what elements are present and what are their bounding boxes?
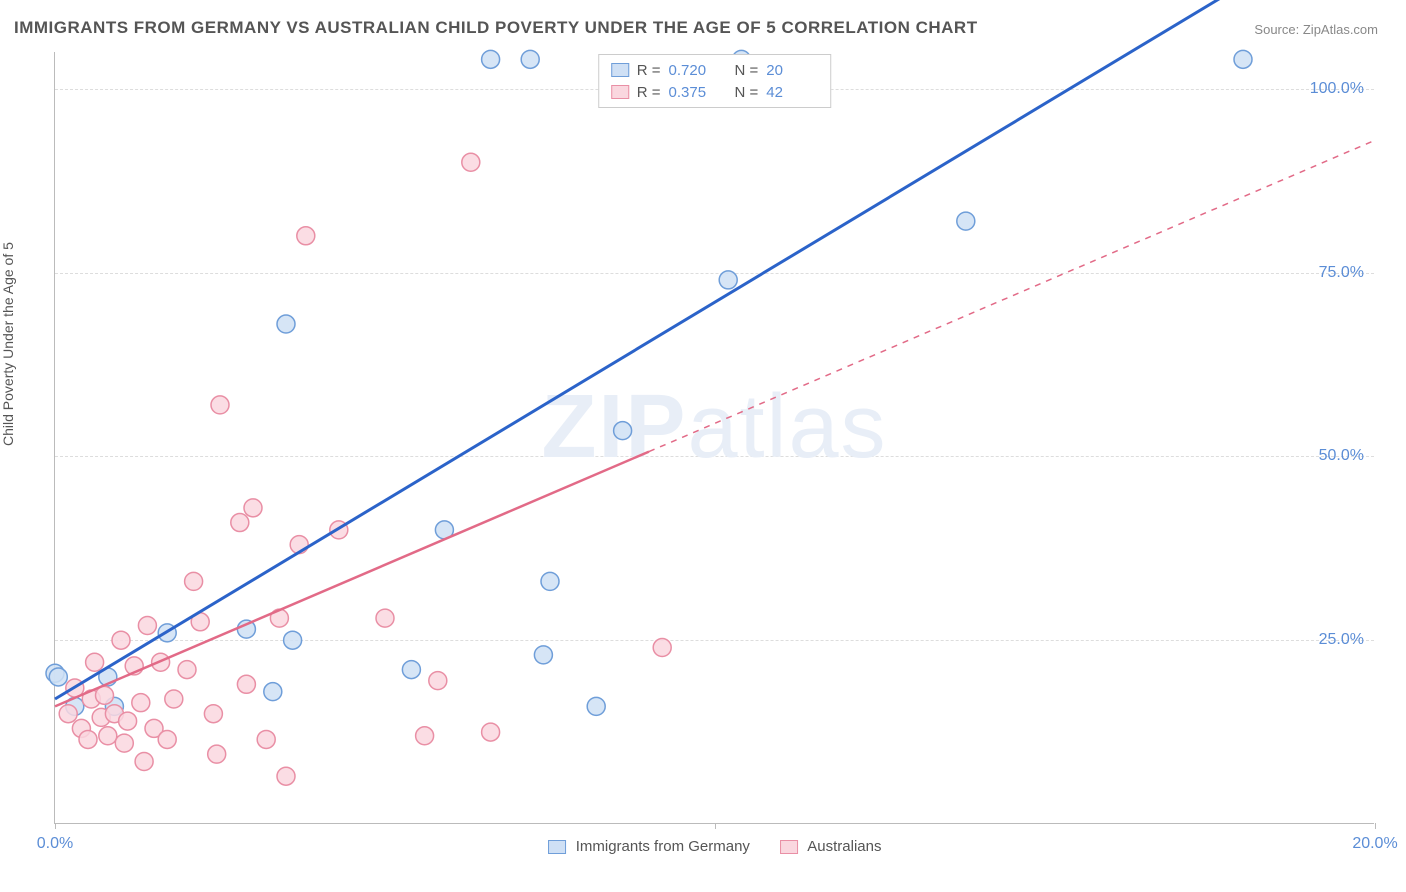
y-axis-label: Child Poverty Under the Age of 5 xyxy=(0,242,16,446)
trendline-australians xyxy=(55,452,649,707)
data-point-germany xyxy=(541,572,559,590)
data-point-australians xyxy=(132,694,150,712)
data-point-australians xyxy=(237,675,255,693)
x-tick-label: 0.0% xyxy=(37,835,73,853)
r-label: R = xyxy=(637,62,661,79)
data-point-australians xyxy=(79,730,97,748)
data-point-australians xyxy=(86,653,104,671)
data-point-australians xyxy=(99,727,117,745)
legend-correlation: R = 0.720 N = 20 R = 0.375 N = 42 xyxy=(598,54,832,108)
data-point-australians xyxy=(376,609,394,627)
legend-row-germany: R = 0.720 N = 20 xyxy=(611,59,819,81)
chart-container: IMMIGRANTS FROM GERMANY VS AUSTRALIAN CH… xyxy=(0,0,1406,892)
data-point-australians xyxy=(138,616,156,634)
data-point-germany xyxy=(534,646,552,664)
data-point-germany xyxy=(587,697,605,715)
data-point-australians xyxy=(211,396,229,414)
n-label: N = xyxy=(735,84,759,101)
data-point-australians xyxy=(653,639,671,657)
source-label: Source: xyxy=(1254,22,1299,37)
data-point-australians xyxy=(158,730,176,748)
legend-label-germany: Immigrants from Germany xyxy=(576,838,750,855)
data-point-australians xyxy=(208,745,226,763)
data-point-germany xyxy=(264,683,282,701)
r-value-germany: 0.720 xyxy=(669,62,721,79)
source-value: ZipAtlas.com xyxy=(1303,22,1378,37)
data-point-australians xyxy=(462,153,480,171)
data-point-germany xyxy=(719,271,737,289)
data-point-germany xyxy=(402,661,420,679)
data-point-germany xyxy=(957,212,975,230)
n-label: N = xyxy=(735,62,759,79)
data-point-australians xyxy=(115,734,133,752)
x-tick-mark xyxy=(1375,823,1376,829)
data-point-australians xyxy=(482,723,500,741)
data-point-germany xyxy=(49,668,67,686)
data-point-australians xyxy=(244,499,262,517)
data-point-australians xyxy=(119,712,137,730)
plot-area: ZIPatlas R = 0.720 N = 20 R = 0.375 N = … xyxy=(54,52,1374,824)
data-point-germany xyxy=(277,315,295,333)
chart-svg xyxy=(55,52,1374,823)
data-point-germany xyxy=(614,422,632,440)
chart-title: IMMIGRANTS FROM GERMANY VS AUSTRALIAN CH… xyxy=(14,18,978,38)
r-label: R = xyxy=(637,84,661,101)
x-tick-label: 20.0% xyxy=(1352,835,1397,853)
legend-swatch-germany-icon xyxy=(548,840,566,854)
legend-item-australians: Australians xyxy=(780,838,882,855)
data-point-australians xyxy=(231,514,249,532)
data-point-australians xyxy=(135,753,153,771)
x-tick-mark xyxy=(55,823,56,829)
legend-swatch-australians-icon xyxy=(780,840,798,854)
data-point-australians xyxy=(185,572,203,590)
data-point-australians xyxy=(416,727,434,745)
data-point-australians xyxy=(165,690,183,708)
n-value-germany: 20 xyxy=(766,62,818,79)
data-point-germany xyxy=(521,50,539,68)
data-point-australians xyxy=(429,672,447,690)
data-point-australians xyxy=(112,631,130,649)
source-attribution: Source: ZipAtlas.com xyxy=(1254,22,1378,37)
r-value-australians: 0.375 xyxy=(669,84,721,101)
legend-series: Immigrants from Germany Australians xyxy=(548,838,882,855)
legend-item-germany: Immigrants from Germany xyxy=(548,838,750,855)
n-value-australians: 42 xyxy=(766,84,818,101)
data-point-australians xyxy=(204,705,222,723)
data-point-australians xyxy=(178,661,196,679)
data-point-australians xyxy=(297,227,315,245)
data-point-australians xyxy=(277,767,295,785)
data-point-germany xyxy=(482,50,500,68)
data-point-australians xyxy=(257,730,275,748)
legend-swatch-australians xyxy=(611,85,629,99)
trendline-australians-dashed xyxy=(649,140,1375,451)
data-point-germany xyxy=(1234,50,1252,68)
legend-row-australians: R = 0.375 N = 42 xyxy=(611,81,819,103)
x-tick-mark xyxy=(715,823,716,829)
legend-label-australians: Australians xyxy=(807,838,881,855)
data-point-australians xyxy=(59,705,77,723)
legend-swatch-germany xyxy=(611,63,629,77)
data-point-germany xyxy=(284,631,302,649)
